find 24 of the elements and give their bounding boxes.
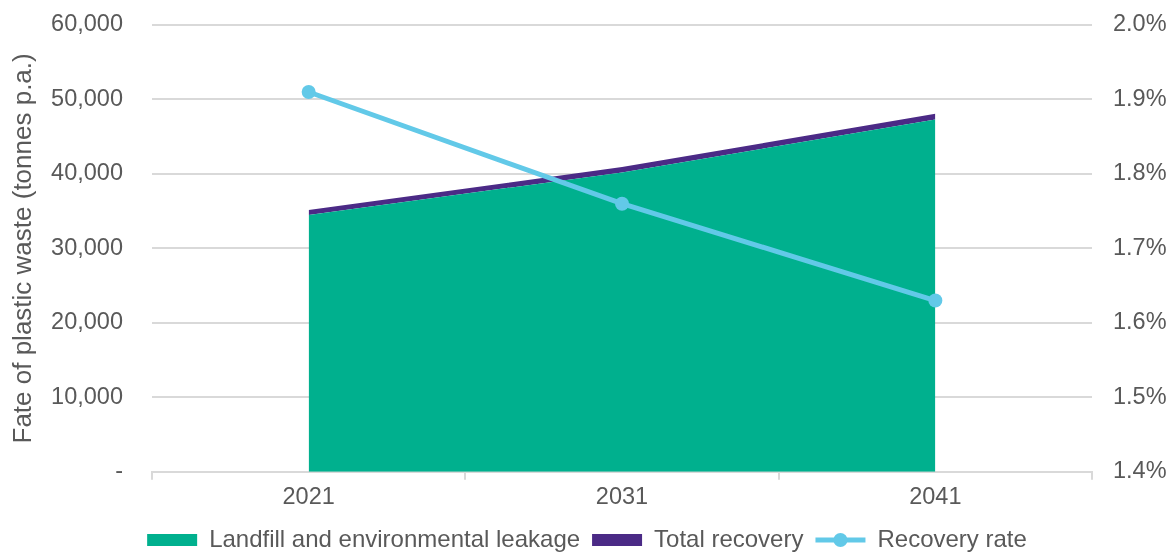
y2-tick-label: 1.7% <box>1113 233 1167 260</box>
point <box>301 85 316 100</box>
y2-tick-label: 1.4% <box>1113 457 1167 484</box>
point <box>928 293 943 308</box>
y2-tick-label: 1.6% <box>1113 308 1167 335</box>
x-tick-label: 2041 <box>909 483 962 510</box>
y-tick-label: - <box>115 457 123 484</box>
legend-label: Total recovery <box>654 524 804 552</box>
legend-label: Landfill and environmental leakage <box>209 524 581 552</box>
y-tick-label: 20,000 <box>51 308 123 335</box>
y-tick-label: 50,000 <box>51 84 123 111</box>
x-tick-label: 2031 <box>595 483 649 510</box>
y-tick-label: 30,000 <box>51 233 123 260</box>
y2-tick-label: 1.9% <box>1113 84 1167 111</box>
y-tick-label: 60,000 <box>51 10 123 37</box>
y-tick-label: 10,000 <box>51 382 123 409</box>
point <box>615 196 629 211</box>
y2-tick-label: 1.5% <box>1113 382 1167 409</box>
x-tick-label: 2021 <box>282 483 335 510</box>
y2-tick-label: 1.8% <box>1113 159 1167 186</box>
legend-label: Recovery rate <box>877 524 1027 552</box>
y2-tick-label: 2.0% <box>1113 10 1167 37</box>
y-axis-title: Fate of plastic waste (tonnes p.a.) <box>6 53 37 444</box>
y-tick-label: 40,000 <box>51 159 123 186</box>
